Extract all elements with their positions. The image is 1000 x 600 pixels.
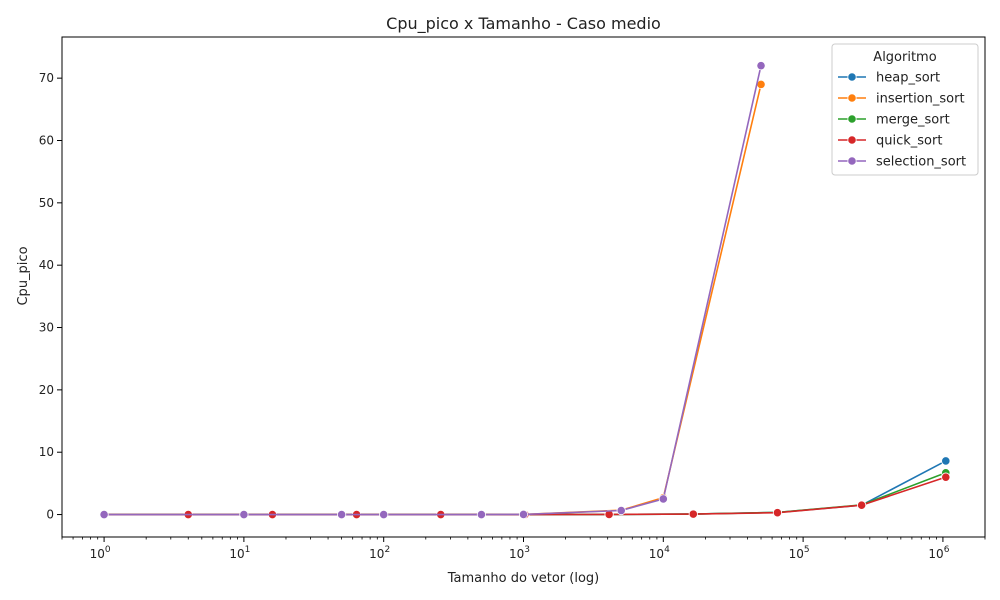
data-point-selection_sort — [379, 509, 389, 520]
y-tick-label: 60 — [39, 133, 54, 147]
x-tick-label: 101 — [229, 545, 250, 561]
legend-marker-insertion_sort — [847, 93, 857, 103]
x-tick-label: 103 — [509, 545, 530, 561]
legend-label-quick_sort: quick_sort — [876, 134, 942, 149]
series-line-insertion_sort — [104, 84, 762, 516]
data-point-quick_sort — [941, 472, 951, 482]
data-point-selection_sort — [658, 494, 668, 504]
y-tick-label: 0 — [46, 508, 54, 522]
legend-marker-heap_sort — [847, 72, 857, 82]
y-tick-label: 50 — [39, 196, 54, 210]
data-point-selection_sort — [616, 505, 626, 516]
x-tick-label: 104 — [649, 545, 670, 561]
legend-label-insertion_sort: insertion_sort — [876, 92, 965, 107]
data-point-quick_sort — [857, 500, 867, 510]
x-axis-label: Tamanho do vetor (log) — [447, 571, 599, 586]
legend-title: Algoritmo — [873, 50, 936, 65]
data-point-quick_sort — [772, 508, 783, 518]
x-tick-label: 105 — [789, 545, 810, 561]
legend-box — [831, 43, 979, 176]
legend: Algoritmo heap_sort insertion_sort merge_so… — [831, 43, 979, 176]
series-line-quick_sort — [104, 476, 947, 516]
data-point-selection_sort — [476, 509, 487, 520]
x-tick-label: 102 — [369, 545, 390, 561]
data-point-selection_sort — [518, 509, 529, 520]
legend-label-selection_sort: selection_sort — [876, 155, 966, 170]
data-point-selection_sort — [99, 509, 109, 520]
data-point-heap_sort — [941, 456, 951, 466]
legend-marker-selection_sort — [847, 156, 857, 166]
y-tick-label: 10 — [39, 445, 54, 459]
y-tick-label: 30 — [39, 321, 54, 335]
y-axis: 0 10 20 30 40 50 60 70 — [39, 71, 62, 522]
data-point-quick_sort — [688, 509, 698, 519]
legend-marker-quick_sort — [847, 135, 857, 145]
x-axis: 100 101 102 103 104 105 106 — [61, 537, 986, 561]
chart-title: Cpu_pico x Tamanho - Caso medio — [386, 14, 661, 34]
y-tick-label: 70 — [39, 71, 54, 85]
y-axis-label: Cpu_pico — [16, 246, 31, 305]
plot-area — [99, 61, 951, 520]
x-tick-label: 106 — [928, 545, 949, 561]
series-line-heap_sort — [104, 460, 947, 516]
data-point-selection_sort — [239, 509, 249, 520]
data-point-selection_sort — [337, 509, 347, 520]
series-line-selection_sort — [104, 65, 762, 516]
legend-marker-merge_sort — [847, 114, 857, 124]
data-point-selection_sort — [756, 61, 766, 71]
y-tick-label: 20 — [39, 383, 54, 397]
y-tick-label: 40 — [39, 258, 54, 272]
x-tick-label: 100 — [90, 545, 111, 561]
legend-label-merge_sort: merge_sort — [876, 113, 950, 128]
legend-label-heap_sort: heap_sort — [876, 71, 940, 86]
